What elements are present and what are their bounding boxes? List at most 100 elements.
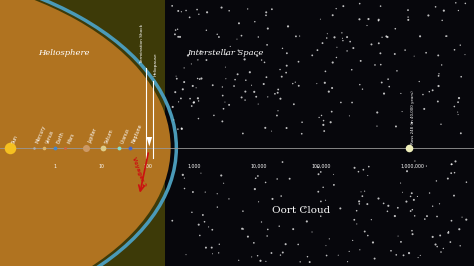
Point: [322, 198, 329, 202]
Point: [378, 80, 385, 85]
Point: [323, 36, 330, 40]
Point: [344, 260, 351, 264]
Point: [274, 87, 282, 92]
Text: Interstellar Space: Interstellar Space: [187, 49, 264, 57]
Point: [248, 83, 255, 87]
Point: [384, 77, 392, 81]
Point: [276, 67, 284, 72]
Point: [419, 92, 427, 97]
Point: [294, 242, 302, 247]
Point: [440, 9, 447, 13]
Point: [239, 131, 246, 136]
Point: [231, 77, 239, 82]
Point: [375, 18, 383, 22]
Point: [317, 199, 325, 203]
Point: [176, 35, 184, 39]
Point: [443, 34, 451, 38]
Point: [277, 194, 285, 198]
Text: Neptune: Neptune: [131, 123, 144, 144]
Point: [194, 96, 202, 101]
Point: [358, 194, 366, 198]
Point: [251, 187, 259, 191]
Point: [357, 59, 365, 63]
Point: [451, 104, 458, 109]
Point: [254, 174, 262, 178]
Point: [409, 207, 416, 212]
Point: [205, 225, 212, 229]
Point: [322, 244, 330, 248]
Point: [186, 15, 193, 19]
Point: [338, 31, 346, 35]
Point: [383, 34, 390, 39]
Point: [253, 95, 260, 99]
Point: [268, 251, 275, 255]
Point: [220, 181, 228, 185]
Point: [360, 168, 367, 172]
Point: [184, 53, 192, 58]
Point: [188, 104, 195, 108]
Point: [51, 146, 58, 150]
Point: [195, 223, 202, 227]
Text: Saturn: Saturn: [104, 128, 115, 144]
Point: [380, 92, 388, 96]
Point: [349, 238, 356, 243]
Point: [215, 251, 222, 255]
Point: [458, 215, 466, 219]
Point: [196, 77, 203, 81]
Point: [348, 100, 356, 105]
Point: [392, 124, 400, 128]
Point: [435, 74, 442, 78]
Point: [330, 183, 337, 187]
Text: 100,000: 100,000: [311, 164, 331, 169]
Point: [262, 259, 270, 264]
Point: [190, 100, 198, 105]
Point: [238, 95, 246, 99]
Point: [277, 97, 284, 101]
Point: [317, 17, 324, 21]
Point: [456, 244, 464, 248]
Point: [168, 4, 176, 8]
Point: [392, 27, 399, 31]
Point: [321, 81, 328, 85]
Point: [274, 91, 282, 95]
Point: [319, 185, 327, 189]
Point: [233, 37, 241, 41]
Point: [356, 82, 364, 87]
Point: [208, 246, 216, 250]
Point: [178, 126, 185, 131]
Point: [454, 113, 462, 117]
Point: [384, 204, 392, 208]
Point: [326, 237, 333, 241]
Point: [445, 230, 452, 234]
Point: [402, 200, 410, 204]
Text: Voyager 2: Voyager 2: [131, 156, 146, 187]
Point: [250, 90, 258, 94]
Point: [380, 201, 387, 206]
Polygon shape: [146, 137, 152, 146]
Point: [255, 102, 262, 106]
Text: 1,000: 1,000: [188, 164, 201, 169]
Point: [361, 189, 368, 193]
Point: [317, 214, 325, 218]
Point: [209, 228, 216, 232]
Point: [371, 63, 379, 67]
Point: [383, 35, 391, 39]
Point: [290, 102, 298, 106]
Point: [375, 41, 383, 45]
Point: [186, 97, 194, 101]
Point: [391, 214, 399, 218]
Point: [367, 218, 375, 222]
Point: [374, 196, 382, 201]
Point: [188, 62, 195, 66]
Point: [330, 172, 337, 177]
Point: [323, 253, 330, 258]
Point: [463, 218, 470, 222]
Point: [313, 81, 320, 86]
Point: [181, 176, 188, 180]
Point: [348, 68, 356, 72]
Point: [306, 260, 313, 264]
Text: Termination Shock: Termination Shock: [140, 23, 144, 63]
Point: [356, 202, 363, 206]
Point: [198, 76, 205, 81]
Point: [209, 83, 217, 87]
